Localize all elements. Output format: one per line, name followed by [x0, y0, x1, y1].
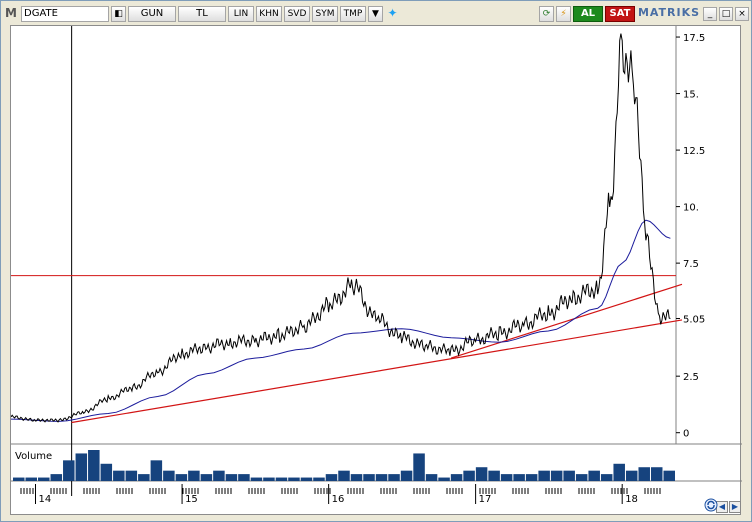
link-icon[interactable]: ◧	[111, 6, 126, 22]
sym-button[interactable]: SYM	[312, 6, 338, 22]
x-tick-label: 18	[625, 494, 638, 505]
maximize-icon[interactable]: □	[719, 7, 733, 21]
volume-bar	[388, 474, 400, 481]
volume-bar	[438, 477, 450, 481]
currency-button[interactable]: TL	[178, 6, 226, 22]
volume-bar	[363, 474, 375, 481]
volume-bar	[350, 474, 363, 481]
volume-bar	[613, 463, 625, 481]
volume-bar	[238, 474, 250, 481]
volume-bar	[163, 470, 175, 481]
sync-icon[interactable]	[704, 498, 718, 512]
scroll-right-icon[interactable]: ▶	[729, 501, 741, 513]
period-button[interactable]: GUN	[128, 6, 176, 22]
x-tick-label: 14	[38, 494, 51, 505]
volume-bar	[338, 470, 350, 481]
volume-bar	[313, 477, 325, 481]
volume-bar	[400, 470, 413, 481]
x-tick-label: 16	[332, 494, 345, 505]
y-tick-label: 10.	[683, 203, 699, 214]
volume-bar	[588, 470, 600, 481]
volume-bar	[538, 470, 550, 481]
volume-bar	[550, 470, 563, 481]
y-tick-label: 17.5	[683, 33, 705, 44]
scale-button[interactable]: LIN	[228, 6, 254, 22]
volume-bar	[488, 470, 500, 481]
volume-bar	[88, 450, 100, 481]
volume-bar	[63, 460, 75, 481]
tmp-button[interactable]: TMP	[340, 6, 366, 22]
volume-bar	[213, 470, 225, 481]
x-tick-label: 17	[479, 494, 492, 505]
volume-bar	[38, 477, 50, 481]
lightning-icon[interactable]: ⚡	[556, 6, 571, 22]
volume-bar	[250, 477, 263, 481]
volume-bar	[475, 467, 488, 481]
volume-bar	[288, 477, 300, 481]
volume-bar	[125, 470, 138, 481]
volume-bar	[563, 470, 575, 481]
x-tick-label: 15	[185, 494, 198, 505]
volume-bar	[188, 470, 200, 481]
volume-bar	[600, 474, 613, 481]
volume-bar	[138, 474, 150, 481]
volume-bar	[150, 460, 163, 481]
y-tick-label: 12.5	[683, 146, 705, 157]
minimize-icon[interactable]: _	[703, 7, 717, 21]
volume-label: Volume	[15, 451, 53, 462]
volume-bar	[463, 470, 475, 481]
volume-bar	[413, 453, 425, 481]
app-logo: M	[5, 6, 17, 20]
y-tick-label: 2.5	[683, 372, 699, 383]
moving-average-line	[11, 219, 671, 422]
volume-bar	[25, 477, 38, 481]
trend-line	[71, 319, 683, 424]
price-chart[interactable]: 17.5 15. 12.5 10. 7.5 5.05 2.5 0 14 15 16 17 18	[11, 26, 742, 516]
volume-bar	[300, 477, 313, 481]
price-line	[11, 33, 671, 423]
volume-bar	[50, 474, 63, 481]
volume-bar	[525, 474, 538, 481]
volume-bar	[513, 474, 525, 481]
trend-line	[450, 283, 683, 359]
y-tick-label: 7.5	[683, 259, 699, 270]
volume-bar	[575, 474, 588, 481]
khn-button[interactable]: KHN	[256, 6, 282, 22]
volume-bar	[275, 477, 288, 481]
buy-button[interactable]: AL	[573, 6, 603, 22]
volume-bar	[663, 470, 675, 481]
toolbar: M DGATE ◧ GUN TL LIN KHN SVD SYM TMP ▼ ✦…	[3, 4, 749, 24]
close-icon[interactable]: ×	[735, 7, 749, 21]
symbol-input[interactable]: DGATE	[21, 6, 109, 22]
y-tick-label: 0	[683, 429, 689, 440]
volume-bar	[225, 474, 238, 481]
sell-button[interactable]: SAT	[605, 6, 635, 22]
dropdown-icon[interactable]: ▼	[368, 6, 383, 22]
volume-bar	[263, 477, 275, 481]
y-tick-label: 5.05	[683, 315, 705, 326]
volume-bar	[375, 474, 388, 481]
volume-bar	[650, 467, 663, 481]
volume-bar	[625, 470, 638, 481]
volume-bar	[100, 463, 113, 481]
volume-bar	[425, 474, 438, 481]
refresh-icon[interactable]: ⟳	[539, 6, 554, 22]
svd-button[interactable]: SVD	[284, 6, 310, 22]
volume-bar	[113, 470, 125, 481]
volume-bar	[638, 467, 650, 481]
volume-bar	[200, 474, 213, 481]
twitter-icon[interactable]: ✦	[387, 6, 398, 20]
brand-logo: MATRIKS	[637, 6, 701, 19]
volume-bar	[325, 474, 338, 481]
y-tick-label: 15.	[683, 90, 699, 101]
volume-bar	[450, 474, 463, 481]
chart-area[interactable]: 17.5 15. 12.5 10. 7.5 5.05 2.5 0 14 15 16 17 18 Volu…	[10, 25, 742, 516]
volume-bar	[13, 477, 25, 481]
volume-bar	[75, 453, 88, 481]
volume-bar	[500, 474, 513, 481]
volume-bar	[175, 474, 188, 481]
